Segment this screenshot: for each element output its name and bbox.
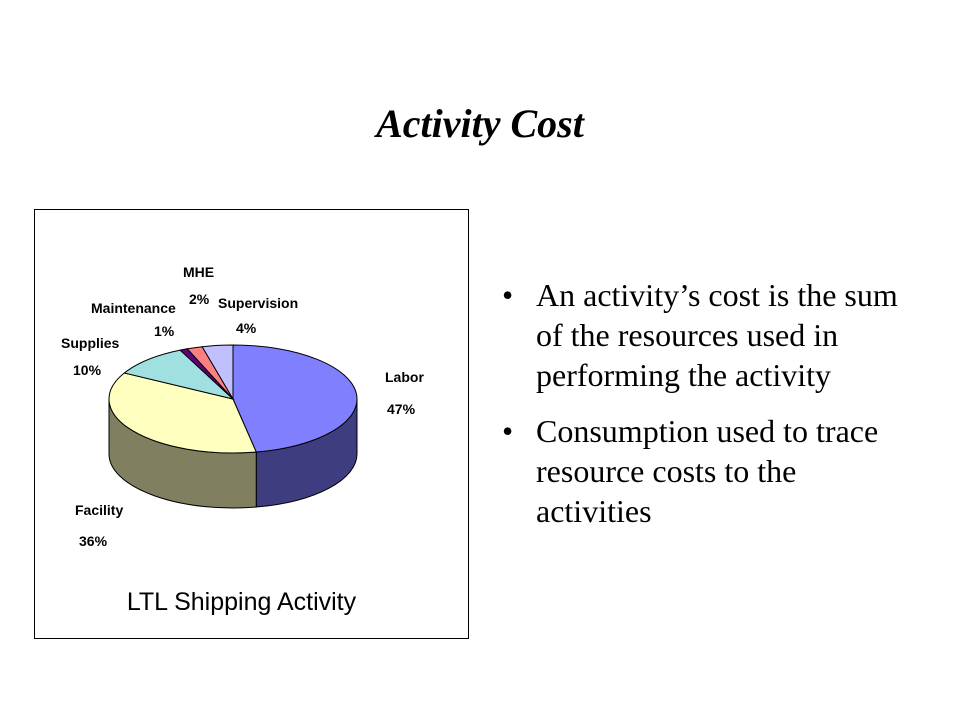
bullet-text: Consumption used to trace resource costs… — [536, 413, 879, 529]
pie-slice-supervision — [201, 344, 234, 401]
pie-slice-facility — [108, 372, 257, 454]
bullet-text: An activity’s cost is the sum of the res… — [536, 277, 898, 393]
pie-slice-labor — [232, 344, 358, 453]
pie-chart-frame: Labor 47% Facility 36% Supplies 10% Maintenanc… — [34, 209, 469, 639]
pie-pct-supervision: 4% — [236, 320, 257, 336]
pie-pct-mhe: 2% — [189, 291, 210, 307]
pie-pct-supplies: 10% — [73, 362, 102, 378]
chart-title: LTL Shipping Activity — [126, 588, 357, 616]
pie-pct-maintenance: 1% — [154, 323, 175, 339]
pie-pct-facility: 36% — [79, 533, 108, 549]
pie-label-facility: Facility — [75, 502, 123, 518]
bullet-item: • An activity’s cost is the sum of the r… — [492, 275, 912, 395]
pie-label-supplies: Supplies — [61, 335, 120, 351]
pie-slice-supplies — [123, 349, 235, 400]
pie-label-maintenance: Maintenance — [91, 300, 176, 316]
bullet-icon: • — [502, 413, 514, 449]
pie-chart: Labor 47% Facility 36% Supplies 10% Maintenanc… — [61, 264, 424, 549]
bullet-list: • An activity’s cost is the sum of the r… — [492, 275, 912, 547]
pie-label-supervision: Supervision — [218, 295, 298, 311]
pie-label-mhe: MHE — [183, 264, 214, 280]
bullet-icon: • — [502, 277, 514, 313]
pie-label-labor: Labor — [385, 369, 424, 385]
slide-title: Activity Cost — [376, 101, 584, 146]
bullet-item: • Consumption used to trace resource cos… — [492, 411, 912, 531]
pie-pct-labor: 47% — [387, 401, 416, 417]
